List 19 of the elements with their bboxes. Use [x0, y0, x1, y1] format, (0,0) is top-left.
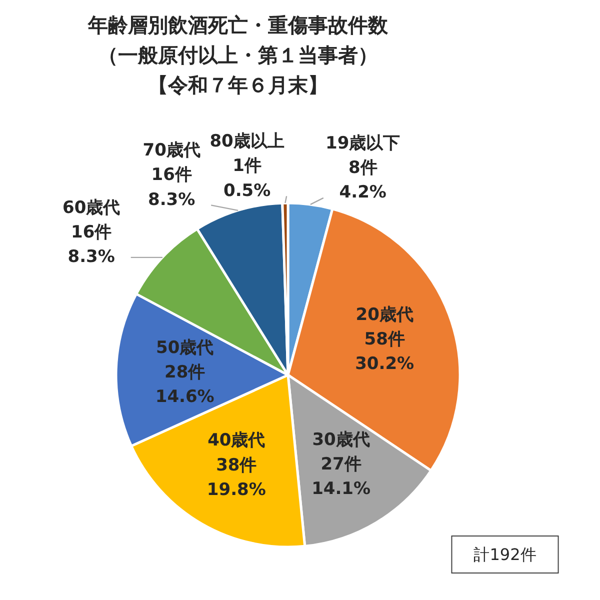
data-label: 58件 30.2%: [355, 330, 414, 374]
slice-label: 40歳代: [208, 430, 266, 451]
slice-label: 70歳代: [142, 140, 200, 160]
data-label: 27件 14.1%: [312, 454, 371, 500]
chart-title: 年齢層別飲酒死亡・重傷事故件数: [87, 13, 389, 37]
slice-label: 80歳以上: [210, 131, 284, 152]
slice-label: 20歳代: [356, 304, 414, 325]
slice-label: 30歳代: [312, 430, 370, 450]
slice-label: 60歳代: [62, 198, 120, 218]
data-label: 38件 19.8%: [206, 455, 266, 500]
data-label: 16件 8.3%: [68, 222, 115, 268]
text: 計192件: [474, 545, 536, 564]
slice-label: 50歳代: [156, 338, 214, 358]
chart-subtitle: （一般原付以上・第１当事者）【令和７年６月末】: [98, 43, 378, 97]
data-label: 16件 8.3%: [148, 165, 196, 210]
data-label: 1件 0.5%: [223, 156, 271, 201]
data-label: 8件 4.2%: [339, 158, 386, 203]
slice-label: 19歳以下: [326, 133, 400, 154]
data-label: 28件 14.6%: [155, 362, 214, 408]
